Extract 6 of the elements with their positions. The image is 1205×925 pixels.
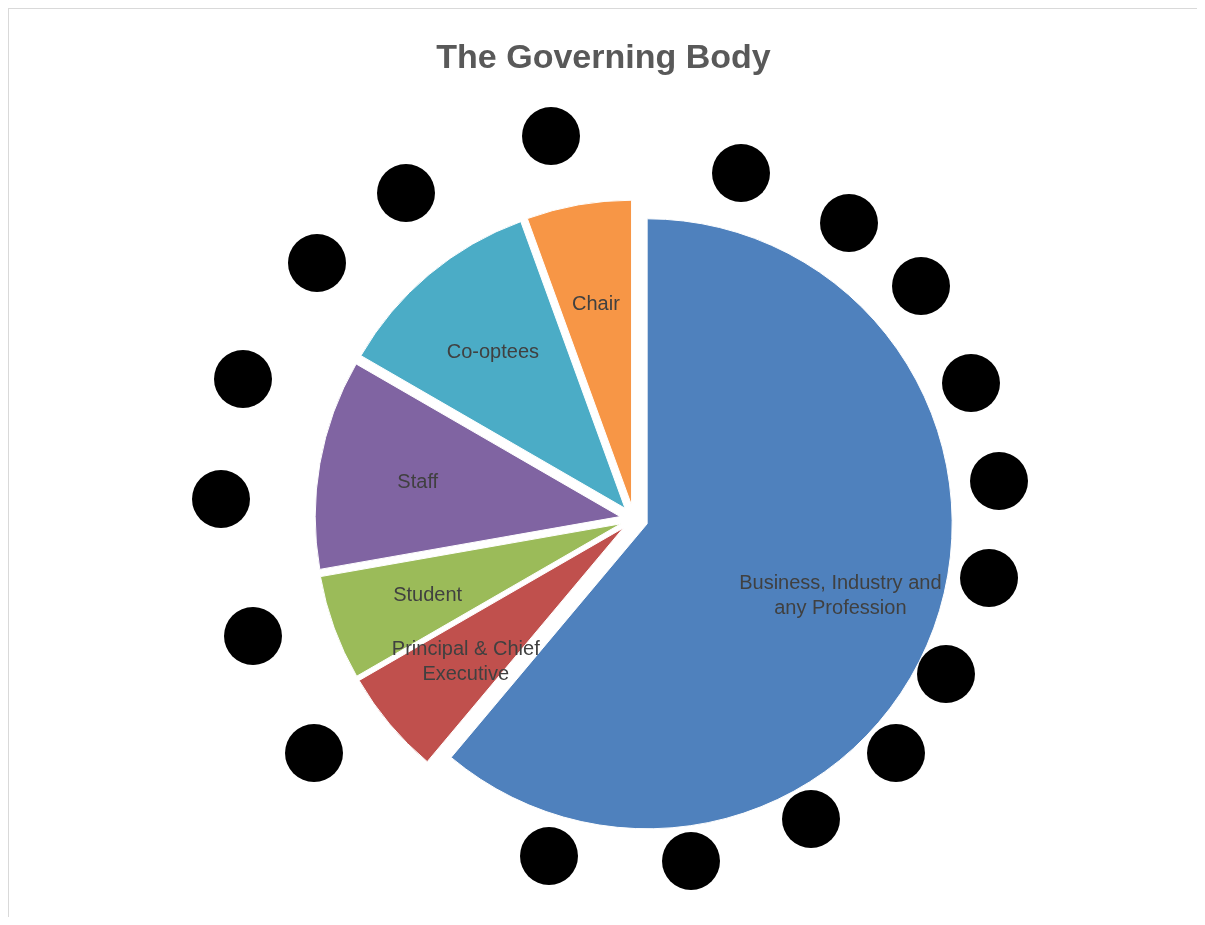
slice-label: Co-optees bbox=[446, 339, 540, 362]
slice-label: Staff bbox=[397, 469, 439, 492]
slice-label: Chair bbox=[572, 291, 621, 314]
chart-title: The Governing Body bbox=[435, 37, 772, 76]
slice-label: Business, Industry and any Profession bbox=[739, 571, 942, 619]
slice-label: Student bbox=[393, 583, 463, 606]
